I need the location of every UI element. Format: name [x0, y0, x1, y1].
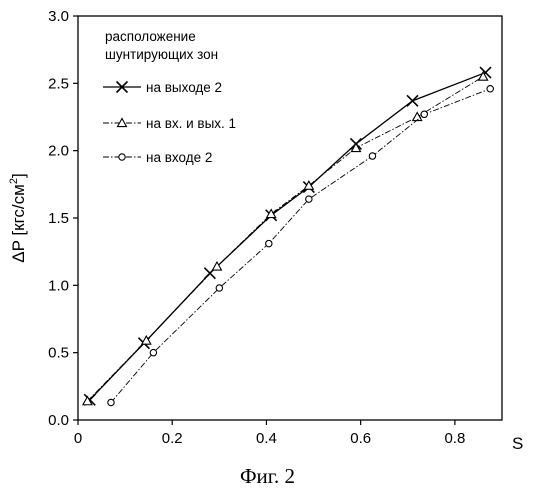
- x-axis: 0 0.2 0.4 0.6 0.8: [74, 420, 465, 447]
- y-axis: 0.0 0.5 1.0 1.5 2.0 2.5 3.0: [48, 8, 78, 429]
- y-tick-label: 1.5: [48, 210, 69, 227]
- data-point: [266, 240, 272, 246]
- figure-caption: Фиг. 2: [0, 464, 535, 489]
- y-axis-title-end: ]: [9, 173, 28, 178]
- data-point: [413, 113, 422, 121]
- x-tick-label: 0.8: [444, 430, 465, 447]
- y-axis-title: ΔP [кгс/см2]: [8, 173, 28, 262]
- y-tick-label: 2.5: [48, 75, 69, 92]
- legend-label: на выходе 2: [146, 80, 222, 95]
- plot-border: [78, 16, 502, 420]
- series-layer: [83, 67, 494, 406]
- legend-title-line2: шунтирующих зон: [105, 47, 218, 62]
- series-circle: [108, 86, 494, 406]
- legend-label: на вх. и вых. 1: [146, 116, 236, 131]
- legend-title-line1: расположение: [105, 29, 196, 44]
- legend-swatch-marker: [119, 154, 125, 160]
- x-tick-label: 0.2: [162, 430, 183, 447]
- x-axis-title: S: [512, 434, 523, 453]
- data-point: [487, 86, 493, 92]
- plot-area: [78, 16, 502, 420]
- y-tick-label: 3.0: [48, 8, 69, 25]
- legend-entry: на вх. и вых. 1: [103, 116, 236, 131]
- series-line: [111, 89, 490, 403]
- y-tick-label: 0.0: [48, 412, 69, 429]
- data-point: [369, 153, 375, 159]
- chart: 0.0 0.5 1.0 1.5 2.0 2.5 3.0 0 0.2 0.4 0.6 0.8 S ΔP…: [0, 0, 535, 460]
- data-point: [216, 285, 222, 291]
- data-point: [150, 349, 156, 355]
- y-tick-label: 1.0: [48, 277, 69, 294]
- x-tick-label: 0: [74, 430, 82, 447]
- y-tick-label: 0.5: [48, 345, 69, 362]
- x-tick-label: 0.6: [350, 430, 371, 447]
- legend-entry: на входе 2: [103, 150, 212, 165]
- legend-label: на входе 2: [146, 150, 212, 165]
- data-point: [304, 181, 313, 189]
- legend: расположение шунтирующих зон на выходе 2…: [103, 29, 236, 165]
- legend-entry: на выходе 2: [103, 80, 222, 95]
- data-point: [108, 399, 114, 405]
- y-tick-label: 2.0: [48, 143, 69, 160]
- x-tick-label: 0.4: [256, 430, 277, 447]
- y-axis-title-main: ΔP [кгс/см: [9, 184, 28, 263]
- data-point: [421, 111, 427, 117]
- data-point: [306, 196, 312, 202]
- series-triangle: [83, 72, 488, 405]
- data-point: [407, 95, 418, 106]
